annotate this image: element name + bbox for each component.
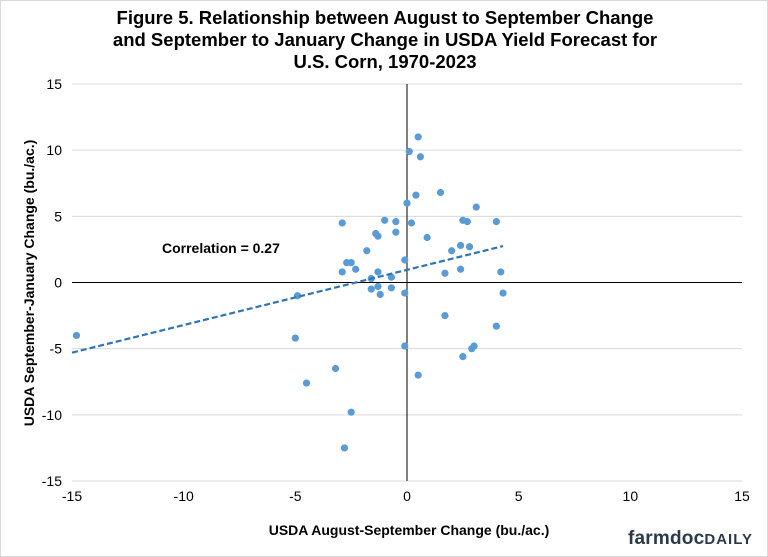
correlation-annotation: Correlation = 0.27 [162, 240, 280, 256]
data-point [441, 311, 449, 320]
chart-title: Figure 5. Relationship between August to… [61, 7, 709, 73]
data-point [374, 232, 382, 240]
data-point [414, 133, 422, 141]
data-point [457, 241, 465, 250]
data-point [291, 334, 299, 342]
data-point [416, 153, 424, 161]
data-point [472, 203, 480, 211]
title-line-3: U.S. Corn, 1970-2023 [293, 51, 477, 72]
data-point [414, 371, 422, 379]
x-tick-label: -15 [62, 488, 82, 504]
x-tick-label: -10 [174, 488, 194, 504]
data-point [387, 284, 395, 292]
brand-accent: DAILY [704, 531, 753, 548]
tick-labels: -15 -10 -5 0 5 10 15 -15 -10 -5 0 5 10 15 [42, 76, 750, 504]
data-point [302, 379, 311, 387]
x-tick-label: 10 [623, 488, 639, 504]
data-point [338, 219, 346, 227]
data-point [470, 342, 478, 350]
x-axis-title: USDA August-September Change (bu./ac.) [269, 522, 550, 538]
data-point [392, 228, 400, 236]
data-point [407, 219, 416, 227]
data-point [412, 191, 420, 199]
data-point [352, 265, 360, 273]
y-tick-label: 5 [54, 208, 62, 224]
data-point [405, 147, 413, 156]
x-tick-label: -5 [289, 488, 302, 504]
x-tick-label: 15 [734, 488, 750, 504]
y-tick-label: 10 [46, 142, 62, 158]
data-points [72, 133, 507, 452]
data-point [374, 268, 382, 276]
data-point [497, 268, 505, 276]
y-tick-label: -15 [42, 473, 62, 489]
farmdoc-daily-logo: farmdocDAILY [628, 528, 753, 550]
brand-main: farmdoc [628, 528, 705, 549]
data-point [423, 233, 431, 242]
data-point [347, 408, 355, 416]
data-point [401, 289, 409, 297]
data-point [448, 247, 456, 255]
data-point [492, 218, 500, 226]
data-point [331, 364, 340, 373]
data-point [457, 265, 465, 273]
data-point [387, 273, 395, 281]
trendline [71, 245, 504, 354]
y-tick-label: -5 [50, 341, 63, 357]
data-point [367, 285, 375, 293]
data-point [401, 256, 409, 264]
y-tick-label: 0 [54, 275, 62, 291]
data-point [459, 353, 467, 361]
title-line-2: and September to January Change in USDA … [112, 29, 658, 50]
data-point [376, 290, 384, 299]
data-point [374, 282, 382, 291]
data-point [492, 322, 500, 330]
y-axis-title: USDA September-January Change (bu./ac.) [21, 140, 37, 427]
y-tick-label: -10 [42, 407, 62, 423]
data-point [340, 444, 349, 452]
x-tick-label: 5 [515, 488, 523, 504]
data-point [436, 188, 445, 197]
title-line-1: Figure 5. Relationship between August to… [116, 7, 654, 28]
data-point [465, 243, 474, 251]
axes [72, 84, 742, 481]
data-point [381, 216, 389, 224]
data-point [463, 218, 471, 226]
data-point [441, 269, 449, 277]
data-point [338, 268, 346, 276]
data-point [363, 247, 371, 255]
data-point [392, 218, 400, 226]
data-point [347, 259, 355, 267]
trendline-layer [71, 245, 504, 354]
data-point [403, 199, 411, 207]
x-tick-label: 0 [403, 488, 411, 504]
data-point [499, 289, 507, 297]
data-point [72, 331, 81, 340]
y-tick-label: 15 [46, 76, 62, 92]
data-point [401, 342, 409, 350]
